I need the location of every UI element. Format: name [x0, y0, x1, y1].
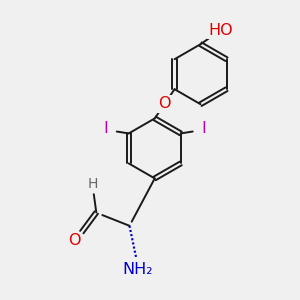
Text: HO: HO — [209, 23, 233, 38]
Text: O: O — [158, 96, 171, 111]
Text: O: O — [69, 233, 81, 248]
Text: NH₂: NH₂ — [123, 262, 153, 277]
Text: H: H — [88, 177, 98, 191]
Text: I: I — [201, 121, 206, 136]
Text: I: I — [103, 121, 108, 136]
